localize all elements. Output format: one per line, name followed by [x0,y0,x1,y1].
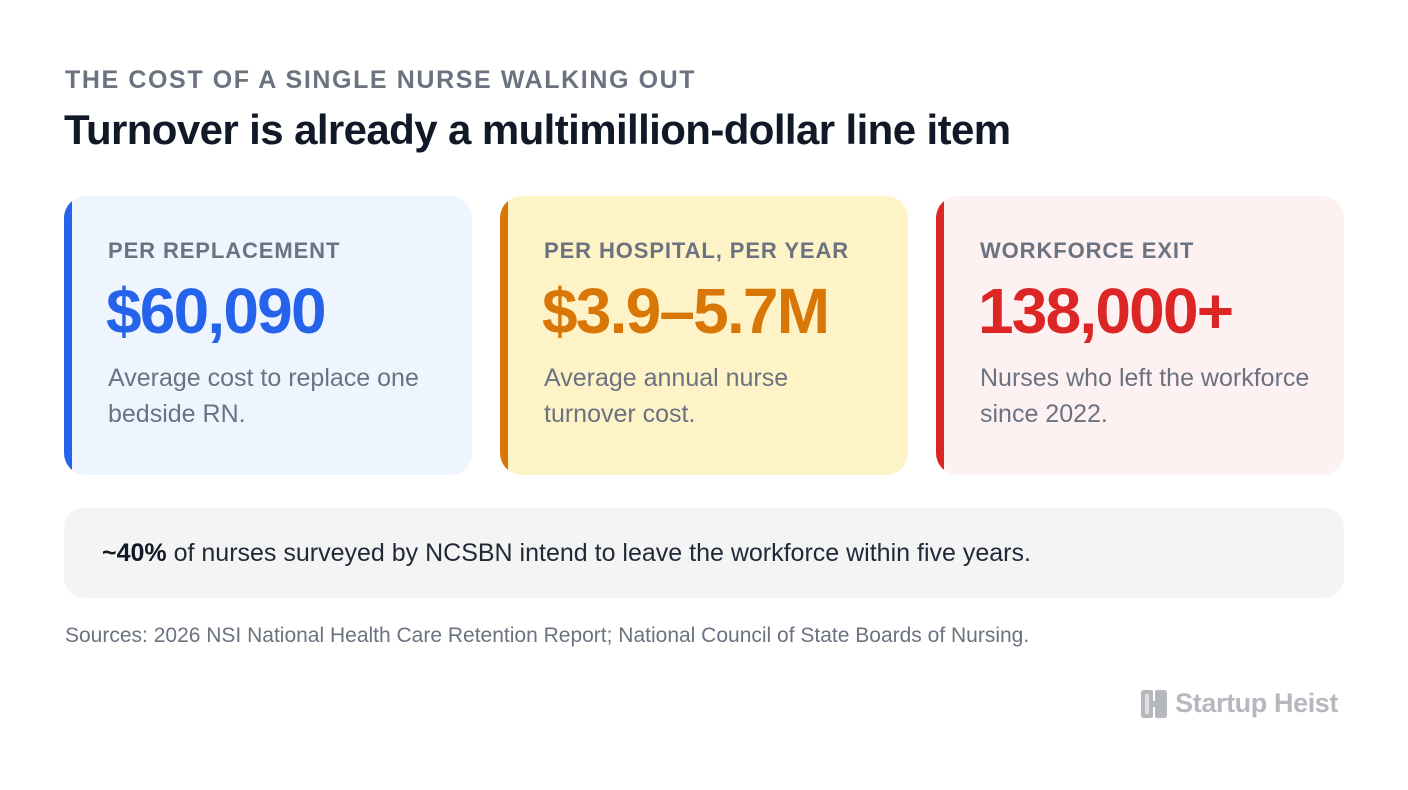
brand-logo: Startup Heist [1141,688,1338,719]
stat-value: $3.9–5.7M [542,275,830,347]
callout-box: ~40% of nurses surveyed by NCSBN intend … [64,508,1344,598]
eyebrow: THE COST OF A SINGLE NURSE WALKING OUT [65,66,697,94]
startup-heist-logo-icon [1141,689,1168,718]
stat-value: 138,000+ [978,275,1234,347]
stat-label: PER HOSPITAL, PER YEAR [544,238,850,263]
callout-highlight: ~40% [102,539,167,567]
card-accent-bar [64,196,72,475]
stat-description: Average annual nurse turnover cost. [544,364,789,428]
stat-description: Nurses who left the workforce since 2022… [980,364,1310,428]
sources-note: Sources: 2026 NSI National Health Care R… [65,624,1030,647]
card-accent-bar [936,196,944,475]
callout-text: of nurses surveyed by NCSBN intend to le… [166,539,1031,567]
stat-card-workforce-exit: WORKFORCE EXIT 138,000+ Nurses who left … [936,196,1344,475]
card-accent-bar [500,196,508,475]
stat-card-per-hospital: PER HOSPITAL, PER YEAR $3.9–5.7M Average… [500,196,908,475]
stat-label: WORKFORCE EXIT [980,238,1195,263]
stat-label: PER REPLACEMENT [108,238,341,263]
stat-description: Average cost to replace one bedside RN. [108,364,419,428]
page-title: Turnover is already a multimillion-dolla… [64,106,1011,153]
stat-value: $60,090 [106,275,327,347]
brand-name: Startup Heist [1175,688,1338,718]
stat-card-per-replacement: PER REPLACEMENT $60,090 Average cost to … [64,196,472,475]
